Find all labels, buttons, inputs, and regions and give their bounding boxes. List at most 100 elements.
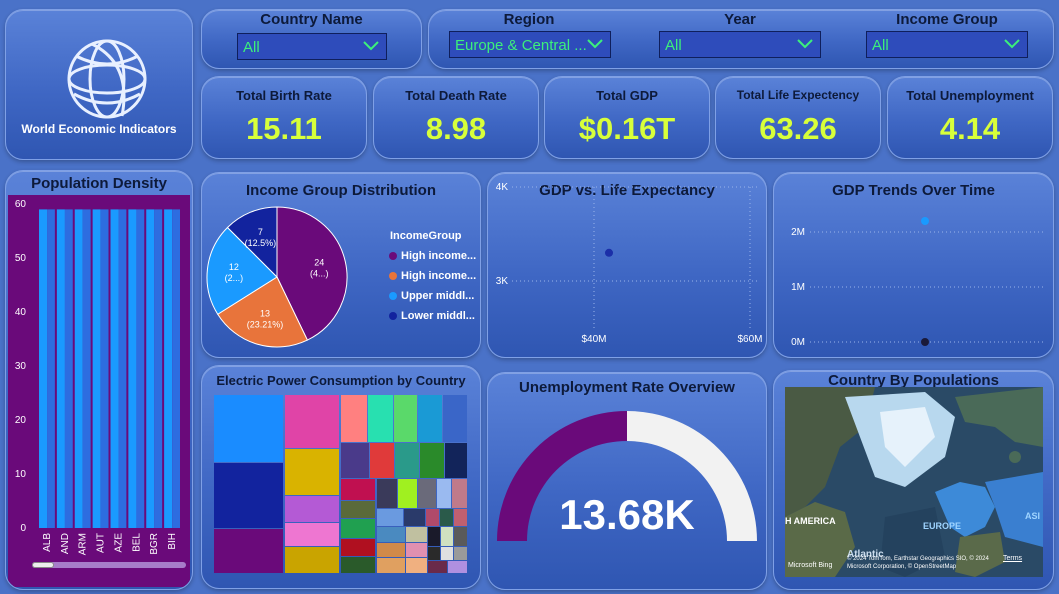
treemap-tile[interactable] bbox=[454, 527, 467, 546]
treemap-tile[interactable] bbox=[285, 523, 339, 546]
slice-pct-label: (23.21%) bbox=[247, 320, 284, 330]
chart-title: Income Group Distribution bbox=[246, 182, 436, 199]
treemap-tile[interactable] bbox=[377, 509, 403, 526]
kpi-value: $0.16T bbox=[578, 111, 676, 146]
treemap-tile[interactable] bbox=[428, 547, 440, 560]
pie-slice[interactable] bbox=[206, 226, 278, 315]
bar[interactable] bbox=[128, 209, 137, 528]
treemap-tile[interactable] bbox=[448, 561, 467, 573]
country-dropdown[interactable]: All bbox=[237, 33, 387, 60]
treemap-tile[interactable] bbox=[454, 509, 467, 526]
map-label-america: H AMERICA bbox=[785, 516, 836, 526]
bar[interactable] bbox=[172, 209, 180, 528]
bar[interactable] bbox=[110, 209, 119, 528]
treemap-tile[interactable] bbox=[418, 395, 442, 442]
treemap-tile[interactable] bbox=[214, 463, 283, 528]
region-dropdown-value: Europe & Central ... bbox=[455, 37, 587, 54]
legend-label: High income... bbox=[401, 250, 477, 262]
treemap-tile[interactable] bbox=[426, 509, 439, 526]
treemap-tile[interactable] bbox=[341, 539, 375, 556]
bar[interactable] bbox=[47, 209, 55, 528]
map-view[interactable]: H AMERICA Atlantic EUROPE ASI Microsoft … bbox=[785, 387, 1043, 577]
bar[interactable] bbox=[146, 209, 155, 528]
treemap-tile[interactable] bbox=[452, 479, 467, 508]
x-tick-label: $60M bbox=[737, 334, 762, 345]
treemap-tile[interactable] bbox=[428, 527, 440, 546]
treemap-tile[interactable] bbox=[341, 443, 369, 478]
kpi-gdp: Total GDP $0.16T bbox=[544, 76, 710, 159]
bar[interactable] bbox=[39, 209, 48, 528]
treemap-tile[interactable] bbox=[395, 443, 419, 478]
legend-item[interactable]: High income... bbox=[389, 246, 480, 266]
bar[interactable] bbox=[154, 209, 163, 528]
year-dropdown[interactable]: All bbox=[659, 31, 821, 58]
legend-item[interactable]: High income... bbox=[389, 266, 480, 286]
bar[interactable] bbox=[64, 209, 73, 528]
treemap-tile[interactable] bbox=[377, 479, 397, 508]
region-filter-label: Region bbox=[503, 11, 555, 28]
x-tick-label: AZE bbox=[113, 533, 124, 553]
data-point[interactable] bbox=[921, 217, 929, 225]
treemap-tile[interactable] bbox=[377, 558, 405, 573]
scrollbar-thumb[interactable] bbox=[32, 562, 54, 568]
treemap-tile[interactable] bbox=[341, 479, 375, 500]
treemap-tile[interactable] bbox=[214, 529, 283, 573]
treemap-tile[interactable] bbox=[285, 449, 339, 495]
treemap-tile[interactable] bbox=[214, 395, 283, 462]
y-tick-label: 0M bbox=[791, 337, 805, 348]
legend-item[interactable]: Upper middl... bbox=[389, 286, 480, 306]
treemap-tile[interactable] bbox=[341, 557, 375, 573]
treemap-tile[interactable] bbox=[441, 547, 453, 560]
treemap-tile[interactable] bbox=[370, 443, 394, 478]
treemap-tile[interactable] bbox=[285, 395, 339, 448]
treemap-tile[interactable] bbox=[341, 395, 367, 442]
map-terms-link[interactable]: Terms bbox=[1003, 555, 1023, 562]
region-dropdown[interactable]: Europe & Central ... bbox=[449, 31, 611, 58]
pie-slice[interactable] bbox=[217, 276, 309, 348]
legend-item[interactable]: Lower middl... bbox=[389, 306, 480, 326]
treemap-tile[interactable] bbox=[341, 519, 375, 538]
treemap-tile[interactable] bbox=[398, 479, 417, 508]
data-point[interactable] bbox=[921, 338, 929, 346]
treemap-tile[interactable] bbox=[440, 509, 453, 526]
logo-title: World Economic Indicators bbox=[21, 122, 177, 136]
treemap-tile[interactable] bbox=[454, 547, 467, 560]
treemap-tile[interactable] bbox=[420, 443, 444, 478]
bar[interactable] bbox=[82, 209, 91, 528]
treemap-tile[interactable] bbox=[443, 395, 467, 442]
treemap-tile[interactable] bbox=[377, 543, 405, 557]
bar[interactable] bbox=[92, 209, 101, 528]
treemap-tile[interactable] bbox=[406, 558, 427, 573]
treemap-tile[interactable] bbox=[406, 527, 427, 542]
bar[interactable] bbox=[56, 209, 65, 528]
scrollbar[interactable] bbox=[32, 562, 186, 568]
treemap-tile[interactable] bbox=[437, 479, 451, 508]
treemap-tile[interactable] bbox=[341, 501, 375, 518]
slice-pct-label: (2...) bbox=[225, 273, 244, 283]
treemap-tile[interactable] bbox=[377, 527, 405, 542]
bar[interactable] bbox=[136, 209, 145, 528]
kpi-label: Total Life Expectency bbox=[736, 88, 860, 102]
bar[interactable] bbox=[118, 209, 127, 528]
bar[interactable] bbox=[100, 209, 109, 528]
data-point[interactable] bbox=[605, 248, 613, 257]
income-dropdown[interactable]: All bbox=[866, 31, 1028, 58]
treemap-tile[interactable] bbox=[428, 561, 447, 573]
treemap-tile[interactable] bbox=[441, 527, 453, 546]
map-bing-logo: Microsoft Bing bbox=[788, 562, 833, 569]
legend-title: IncomeGroup bbox=[390, 230, 462, 242]
x-tick-label: BIH bbox=[167, 533, 178, 550]
treemap-tile[interactable] bbox=[394, 395, 417, 442]
treemap-tile[interactable] bbox=[418, 479, 436, 508]
bar[interactable] bbox=[164, 209, 173, 528]
treemap-tile[interactable] bbox=[285, 547, 339, 573]
unemployment-gauge bbox=[497, 411, 757, 541]
pie-slice[interactable] bbox=[226, 206, 278, 279]
treemap-tile[interactable] bbox=[445, 443, 467, 478]
pie-slice[interactable] bbox=[276, 206, 348, 341]
treemap-tile[interactable] bbox=[368, 395, 393, 442]
bar[interactable] bbox=[74, 209, 83, 528]
treemap-tile[interactable] bbox=[406, 543, 427, 557]
treemap-tile[interactable] bbox=[404, 509, 425, 526]
treemap-tile[interactable] bbox=[285, 496, 339, 522]
